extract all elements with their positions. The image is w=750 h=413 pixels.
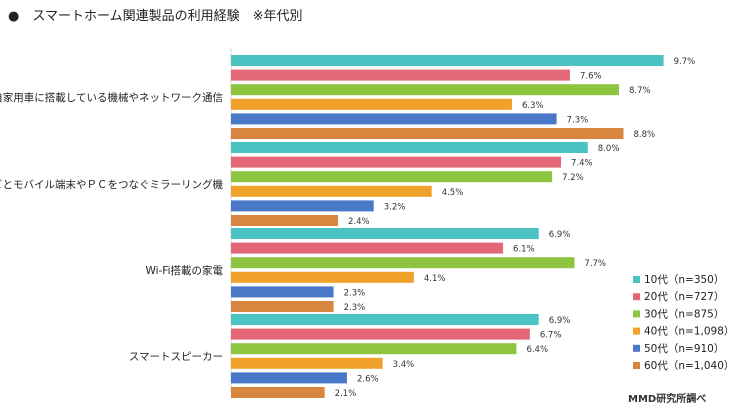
legend-label: 40代（n=1,098） — [644, 326, 734, 338]
category-label: Wi-Fi搭載の家電 — [145, 264, 223, 277]
data-label: 7.7% — [584, 259, 606, 269]
data-label: 8.0% — [598, 144, 620, 154]
legend-label: 10代（n=350） — [644, 274, 724, 286]
bar-2-series-4 — [231, 185, 432, 197]
bar-3-series-6 — [231, 301, 334, 312]
legend-swatch — [633, 293, 640, 301]
bar-3-series-3 — [231, 257, 575, 269]
data-label: 7.4% — [571, 159, 593, 169]
bar-3-series-2 — [231, 242, 504, 254]
bar-2-series-6 — [231, 215, 339, 226]
data-label: 4.5% — [442, 188, 464, 198]
bar-2-series-3 — [231, 171, 553, 183]
value-labels: 9.7% 7.6% 8.7% 6.3% 7.3% 8.8% 8.0% 7.4% 7.2% 4.5%… — [335, 57, 696, 399]
legend-label: 60代（n=1,040） — [644, 360, 734, 372]
bar-2-series-1 — [231, 142, 588, 153]
source-note: MMD研究所調べ — [628, 392, 706, 405]
data-label: 3.2% — [384, 202, 406, 212]
bar-1-series-5 — [231, 113, 557, 125]
bar-3-series-4 — [231, 271, 414, 283]
category-labels: 自家用車に搭載している機械やネットワーク通信テレビとモバイル端末やＰＣをつなぐミ… — [0, 91, 223, 363]
data-label: 6.7% — [540, 331, 562, 341]
bar-1-series-3 — [231, 84, 620, 96]
chart-title: ● スマートホーム関連製品の利用経験 ※年代別 — [8, 9, 302, 24]
category-label: 自家用車に搭載している機械やネットワーク通信 — [0, 91, 223, 104]
bar-2-series-5 — [231, 200, 374, 212]
data-label: 6.9% — [549, 316, 571, 326]
data-label: 6.9% — [549, 230, 571, 240]
bar-4-series-5 — [231, 372, 347, 384]
data-label: 7.2% — [562, 173, 584, 183]
data-label: 3.4% — [393, 360, 415, 370]
legend-swatch — [633, 276, 640, 283]
legend-label: 20代（n=727） — [644, 291, 724, 303]
data-label: 6.3% — [522, 101, 544, 111]
data-label: 2.4% — [348, 217, 370, 227]
bar-4-series-4 — [231, 357, 383, 369]
bar-1-series-1 — [231, 55, 664, 66]
legend-swatch — [633, 327, 640, 335]
data-label: 2.1% — [335, 389, 357, 399]
category-label: スマートスピーカー — [129, 351, 223, 363]
data-label: 8.8% — [633, 130, 655, 140]
legend: 10代（n=350） 20代（n=727） 30代（n=875） 40代（n=1,09… — [633, 274, 734, 372]
data-label: 9.7% — [674, 57, 696, 67]
category-label: テレビとモバイル端末やＰＣをつなぐミラーリング機 — [0, 178, 223, 191]
bar-2-series-2 — [231, 156, 562, 168]
data-label: 7.3% — [567, 115, 589, 125]
bar-4-series-3 — [231, 343, 517, 355]
data-label: 6.4% — [526, 345, 548, 355]
bar-1-series-6 — [231, 128, 624, 139]
data-label: 2.6% — [357, 374, 379, 384]
legend-label: 50代（n=910） — [644, 343, 724, 355]
data-label: 7.6% — [580, 72, 602, 82]
data-label: 2.3% — [344, 303, 366, 313]
data-label: 6.1% — [513, 245, 535, 255]
bar-3-series-5 — [231, 286, 334, 298]
legend-swatch — [633, 310, 640, 318]
bar-4-series-2 — [231, 328, 530, 340]
data-label: 2.3% — [344, 288, 366, 298]
bar-1-series-2 — [231, 69, 570, 81]
bars — [230, 48, 664, 398]
legend-swatch — [633, 344, 640, 352]
bar-1-series-4 — [231, 98, 512, 110]
legend-swatch — [633, 362, 640, 369]
data-label: 4.1% — [424, 274, 446, 284]
bar-3-series-1 — [231, 228, 539, 239]
data-label: 8.7% — [629, 86, 651, 96]
bar-4-series-1 — [231, 314, 539, 325]
legend-label: 30代（n=875） — [644, 308, 724, 320]
bar-4-series-6 — [231, 387, 325, 398]
